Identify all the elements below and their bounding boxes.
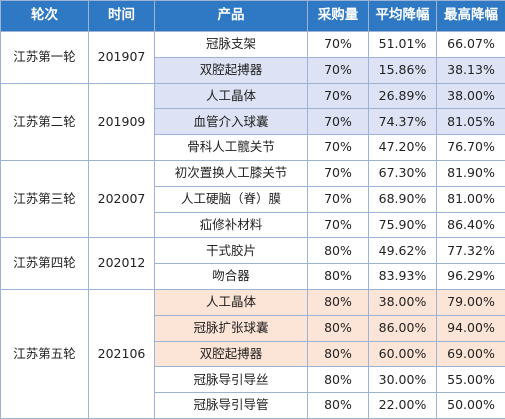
table-row: 江苏第三轮 202007 初次置换人工膝关节 70% 67.30% 81.90%: [0, 159, 505, 239]
max-drop-cell: 66.07%: [436, 31, 505, 58]
time-cell: 202007: [88, 159, 155, 239]
avg-drop-cell: 49.62%: [368, 237, 437, 265]
avg-drop-cell: 38.00%: [368, 288, 437, 316]
rate-cell: 80%: [307, 392, 369, 419]
avg-drop-cell: 51.01%: [368, 31, 437, 58]
avg-drop-cell: 15.86%: [368, 56, 437, 84]
header-round: 轮次: [0, 0, 89, 32]
avg-drop-cell: 22.00%: [368, 392, 437, 419]
table-row: 双腔起搏器 80% 60.00% 69.00%: [1, 340, 505, 368]
rate-cell: 70%: [307, 31, 369, 58]
header-row: 轮次 时间 产品 采购量 平均降幅 最高降幅: [0, 0, 505, 32]
rate-cell: 70%: [307, 82, 369, 110]
rate-cell: 80%: [307, 314, 369, 342]
avg-drop-cell: 30.00%: [368, 366, 437, 394]
round-cell: 江苏第二轮: [0, 82, 89, 161]
rate-cell: 80%: [307, 237, 369, 265]
product-cell: 疝修补材料: [154, 211, 308, 239]
header-time: 时间: [88, 0, 155, 32]
max-drop-cell: 81.00%: [436, 185, 505, 213]
round-cell: 江苏第五轮: [0, 288, 89, 419]
max-drop-cell: 38.13%: [436, 56, 505, 84]
avg-drop-cell: 68.90%: [368, 185, 437, 213]
avg-drop-cell: 26.89%: [368, 82, 437, 110]
rate-cell: 80%: [307, 366, 369, 394]
rate-cell: 80%: [307, 263, 369, 290]
table-row: 血管介入球囊 70% 74.37% 81.05%: [1, 108, 505, 136]
avg-drop-cell: 67.30%: [368, 159, 437, 187]
max-drop-cell: 86.40%: [436, 211, 505, 239]
product-cell: 干式胶片: [154, 237, 308, 265]
time-cell: 202012: [88, 237, 155, 290]
table-row: 江苏第五轮 202106 人工晶体 80% 38.00% 79.00%: [0, 288, 505, 419]
product-cell: 血管介入球囊: [154, 108, 308, 136]
table-row: 冠脉扩张球囊 80% 86.00% 94.00%: [1, 314, 505, 342]
avg-drop-cell: 60.00%: [368, 340, 437, 368]
header-max: 最高降幅: [436, 0, 505, 32]
round-cell: 江苏第一轮: [0, 31, 89, 84]
max-drop-cell: 76.70%: [436, 134, 505, 161]
header-avg: 平均降幅: [368, 0, 437, 32]
table-row: 疝修补材料 70% 75.90% 86.40%: [1, 211, 505, 239]
avg-drop-cell: 86.00%: [368, 314, 437, 342]
max-drop-cell: 77.32%: [436, 237, 505, 265]
table-row: 江苏第一轮 201907 冠脉支架 70% 51.01% 66.07%: [0, 31, 505, 84]
header-rate: 采购量: [307, 0, 369, 32]
table-row: 双腔起搏器 70% 15.86% 38.13%: [1, 56, 505, 84]
max-drop-cell: 38.00%: [436, 82, 505, 110]
rate-cell: 70%: [307, 185, 369, 213]
max-drop-cell: 94.00%: [436, 314, 505, 342]
round-cell: 江苏第四轮: [0, 237, 89, 290]
avg-drop-cell: 47.20%: [368, 134, 437, 161]
rate-cell: 70%: [307, 134, 369, 161]
table-body: 江苏第一轮 201907 冠脉支架 70% 51.01% 66.07% 双腔起搏器 70% 15…: [0, 31, 505, 419]
table-row: 吻合器 80% 83.93% 96.29%: [1, 263, 505, 290]
table-header: 轮次 时间 产品 采购量 平均降幅 最高降幅: [0, 0, 505, 32]
header-product: 产品: [154, 0, 308, 32]
max-drop-cell: 79.00%: [436, 288, 505, 316]
product-cell: 初次置换人工膝关节: [154, 159, 308, 187]
avg-drop-cell: 74.37%: [368, 108, 437, 136]
table-row: 人工硬脑（脊）膜 70% 68.90% 81.00%: [1, 185, 505, 213]
product-cell: 冠脉导引导管: [154, 392, 308, 419]
table-row: 江苏第二轮 201909 人工晶体 70% 26.89% 38.00%: [0, 82, 505, 161]
product-cell: 吻合器: [154, 263, 308, 290]
rate-cell: 70%: [307, 159, 369, 187]
product-cell: 双腔起搏器: [154, 340, 308, 368]
table-row: 冠脉导引导丝 80% 30.00% 55.00%: [1, 366, 505, 394]
avg-drop-cell: 83.93%: [368, 263, 437, 290]
product-cell: 冠脉支架: [154, 31, 308, 58]
product-cell: 人工晶体: [154, 288, 308, 316]
product-cell: 人工晶体: [154, 82, 308, 110]
rate-cell: 70%: [307, 108, 369, 136]
product-cell: 冠脉导引导丝: [154, 366, 308, 394]
max-drop-cell: 55.00%: [436, 366, 505, 394]
max-drop-cell: 69.00%: [436, 340, 505, 368]
product-cell: 人工硬脑（脊）膜: [154, 185, 308, 213]
time-cell: 201907: [88, 31, 155, 84]
table-row: 江苏第四轮 202012 干式胶片 80% 49.62% 77.32%: [0, 237, 505, 290]
max-drop-cell: 81.90%: [436, 159, 505, 187]
rate-cell: 70%: [307, 211, 369, 239]
avg-drop-cell: 75.90%: [368, 211, 437, 239]
max-drop-cell: 50.00%: [436, 392, 505, 419]
time-cell: 201909: [88, 82, 155, 161]
rate-cell: 70%: [307, 56, 369, 84]
product-cell: 双腔起搏器: [154, 56, 308, 84]
max-drop-cell: 96.29%: [436, 263, 505, 290]
table-row: 骨科人工髋关节 70% 47.20% 76.70%: [1, 134, 505, 161]
time-cell: 202106: [88, 288, 155, 419]
product-cell: 冠脉扩张球囊: [154, 314, 308, 342]
rate-cell: 80%: [307, 288, 369, 316]
table-row: 冠脉导引导管 80% 22.00% 50.00%: [1, 392, 505, 419]
product-cell: 骨科人工髋关节: [154, 134, 308, 161]
round-cell: 江苏第三轮: [0, 159, 89, 239]
max-drop-cell: 81.05%: [436, 108, 505, 136]
rate-cell: 80%: [307, 340, 369, 368]
